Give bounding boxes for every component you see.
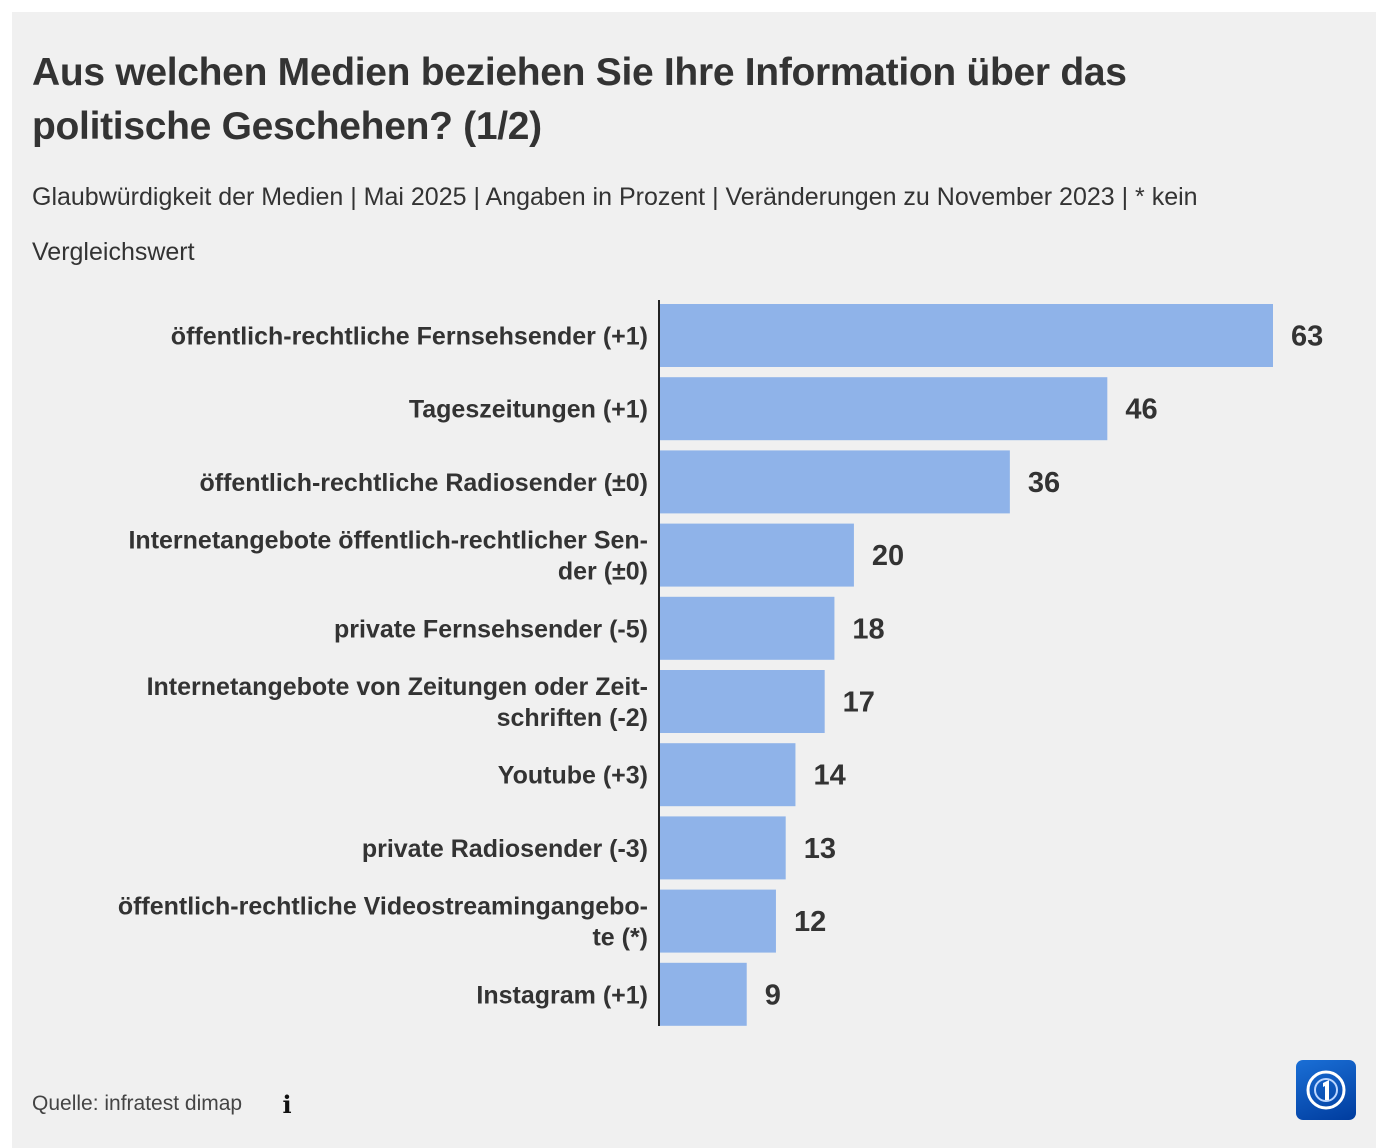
category-label: private Radiosender (-3) [362, 835, 648, 863]
source-label: Quelle: infratest dimap [32, 1092, 243, 1115]
category-label: Internetangebote von Zeitungen oder Zeit… [147, 673, 648, 732]
category-label: öffentlich-rechtliche Radiosender (±0) [199, 469, 648, 497]
value-label: 18 [852, 613, 884, 645]
bar [659, 816, 786, 880]
category-label: Instagram (+1) [476, 981, 648, 1009]
bar [659, 304, 1273, 367]
value-label: 36 [1028, 467, 1060, 499]
category-label: öffentlich-rechtliche Videostreamingange… [118, 893, 648, 952]
value-label: 63 [1291, 321, 1323, 353]
bar [659, 377, 1108, 441]
info-icon[interactable]: i [282, 1090, 292, 1119]
bar [659, 743, 796, 807]
value-label: 46 [1125, 394, 1157, 426]
chart-title: Aus welchen Medien beziehen Sie Ihre Inf… [32, 51, 1127, 148]
chart-card: Aus welchen Medien beziehen Sie Ihre Inf… [12, 12, 1376, 1148]
value-label: 20 [872, 540, 904, 572]
bar [659, 670, 825, 733]
category-label: Tageszeitungen (+1) [409, 396, 648, 424]
category-label: öffentlich-rechtliche Fernsehsender (+1) [171, 323, 648, 351]
category-label: Internetangebote öffentlich-rechtlicher … [128, 527, 648, 586]
value-label: 13 [804, 833, 836, 865]
bar [659, 962, 747, 1026]
chart-subtitle: Glaubwürdigkeit der Medien | Mai 2025 | … [32, 183, 1198, 266]
tagesschau-logo-icon[interactable] [1296, 1060, 1356, 1120]
bar [659, 450, 1010, 514]
bar [659, 596, 835, 660]
value-label: 14 [813, 760, 845, 792]
value-label: 12 [794, 906, 826, 938]
bar [659, 523, 854, 587]
bar [659, 889, 776, 953]
category-label: Youtube (+3) [498, 762, 648, 790]
value-label: 17 [843, 687, 875, 719]
bar-chart: öffentlich-rechtliche Fernsehsender (+1)… [118, 300, 1323, 1026]
value-label: 9 [765, 979, 781, 1011]
category-label: private Fernsehsender (-5) [334, 615, 648, 643]
